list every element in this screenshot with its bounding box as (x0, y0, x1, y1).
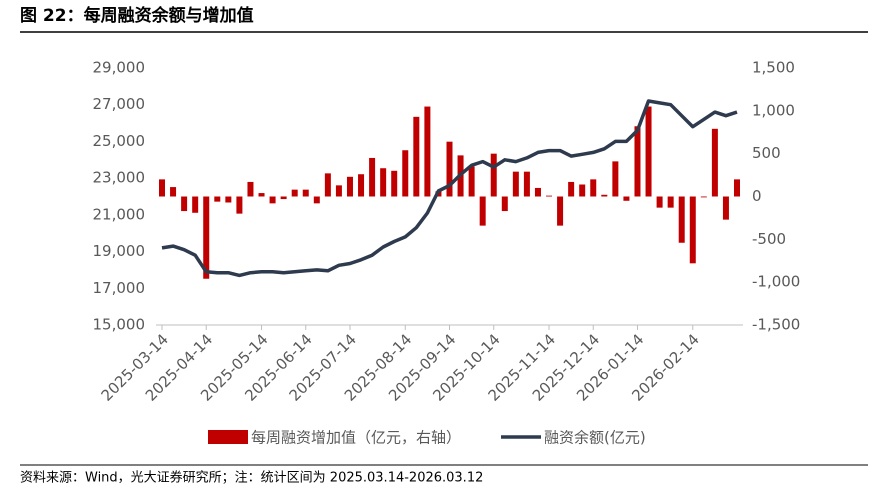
bar (170, 187, 177, 197)
chart-title: 图 22：每周融资余额与增加值 (20, 5, 254, 26)
bar (656, 196, 663, 208)
y2-tick-label: 500 (752, 144, 781, 162)
bar (523, 171, 530, 197)
bar (689, 196, 696, 264)
bar (214, 196, 221, 202)
bar (291, 189, 298, 197)
bar (468, 166, 475, 197)
bar (192, 196, 199, 213)
bar (512, 171, 519, 197)
y2-tick-label: 0 (752, 187, 762, 205)
bar (667, 196, 674, 208)
bar (413, 116, 420, 197)
y-tick-label: 29,000 (93, 59, 146, 77)
bar (380, 168, 387, 197)
bar (335, 185, 342, 197)
source: 资料来源：Wind，光大证券研究所；注：统计区间为 2025.03.14-202… (20, 470, 483, 486)
bar (711, 128, 718, 197)
y-tick-label: 17,000 (93, 279, 146, 297)
bar (369, 157, 376, 197)
line (161, 99, 738, 278)
bar (225, 196, 232, 203)
bar (358, 174, 365, 197)
bar (324, 173, 331, 197)
bar (612, 161, 619, 197)
bar (236, 196, 243, 214)
bar (247, 181, 254, 197)
bar (391, 170, 398, 197)
y2-tick-label: -500 (752, 230, 786, 248)
bar (203, 196, 210, 279)
legend-label: 每周融资增加值（亿元，右轴） (251, 429, 461, 447)
bar (557, 196, 564, 226)
bar (645, 106, 652, 197)
y-tick-label: 23,000 (93, 169, 146, 187)
bar (446, 141, 453, 197)
bar (579, 184, 586, 197)
bar (269, 196, 276, 204)
bar (678, 196, 685, 243)
legend-swatch (208, 430, 248, 444)
bar (258, 193, 265, 197)
bar (634, 126, 641, 197)
bar (501, 196, 508, 212)
bar (490, 153, 497, 197)
bar (590, 179, 597, 197)
bar (346, 176, 353, 197)
bar (280, 196, 287, 200)
bar (546, 195, 553, 197)
bar (159, 179, 165, 197)
bar (313, 196, 320, 204)
bar (700, 196, 707, 198)
bar (302, 189, 309, 197)
bar (534, 187, 541, 197)
bar (734, 179, 740, 197)
y-tick-label: 25,000 (93, 132, 146, 150)
y2-tick-label: 1,000 (752, 101, 795, 119)
y2-tick-label: -1,000 (752, 273, 800, 291)
y2-tick-label: -1,500 (752, 316, 800, 334)
bar (623, 196, 630, 201)
y-tick-label: 15,000 (93, 316, 146, 334)
bar (568, 181, 575, 197)
bar (181, 196, 188, 212)
bar (402, 150, 409, 197)
bar (479, 196, 486, 226)
y-tick-label: 19,000 (93, 242, 146, 260)
bar (601, 194, 608, 197)
legend-label: 融资余额(亿元) (544, 429, 646, 447)
bar (722, 196, 729, 220)
y-tick-label: 27,000 (93, 95, 146, 113)
y-tick-label: 21,000 (93, 205, 146, 223)
y2-tick-label: 1,500 (752, 59, 795, 77)
bar (424, 106, 431, 197)
